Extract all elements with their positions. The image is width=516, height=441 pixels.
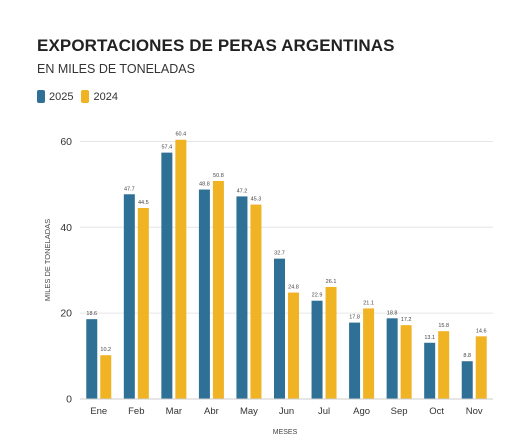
data-label-2024-abr: 50.8 <box>213 173 224 179</box>
data-label-2025-ago: 17.8 <box>349 315 360 321</box>
x-tick-label-feb: Feb <box>128 406 144 417</box>
bar-2025-oct <box>424 342 436 399</box>
legend-item-2024[interactable]: 2024 <box>81 90 118 103</box>
legend-swatch-2025 <box>37 90 45 103</box>
bar-2024-ago <box>363 308 375 399</box>
x-tick-label-ene: Ene <box>90 406 107 417</box>
data-label-2025-feb: 47.7 <box>124 186 135 192</box>
data-label-2024-ene: 10.2 <box>100 347 111 353</box>
data-label-2025-mar: 57.4 <box>162 145 173 151</box>
bar-2024-feb <box>137 207 149 399</box>
legend-label-2025: 2025 <box>49 90 74 103</box>
x-tick-label-mar: Mar <box>166 406 182 417</box>
data-label-2025-oct: 13.1 <box>424 335 435 341</box>
y-tick-label-0: 0 <box>66 394 72 406</box>
bar-2025-jul <box>311 300 323 399</box>
chart-subtitle: EN MILES DE TONELADAS <box>37 62 195 76</box>
bar-2024-ene <box>100 355 112 399</box>
data-label-2025-may: 47.2 <box>237 188 248 194</box>
data-label-2024-feb: 44.5 <box>138 200 149 206</box>
axes: 0 20 40 60 Ene Feb Mar Abr May Jun Jul Ago Sep Oct Nov <box>60 136 493 417</box>
grid-lines <box>80 140 493 314</box>
data-label-2024-jun: 24.8 <box>288 285 299 291</box>
data-label-2024-jul: 26.1 <box>326 279 337 285</box>
bar-2024-jul <box>325 286 337 399</box>
x-tick-label-jul: Jul <box>318 406 330 417</box>
data-label-2024-sep: 17.2 <box>401 317 412 323</box>
bar-2025-ago <box>349 322 361 399</box>
x-tick-label-jun: Jun <box>279 406 294 417</box>
data-label-2025-jul: 22.9 <box>312 293 323 299</box>
bar-2024-may <box>250 204 262 399</box>
x-tick-label-may: May <box>240 406 258 417</box>
bar-2025-jun <box>274 258 285 399</box>
x-tick-label-ago: Ago <box>353 406 370 417</box>
y-axis-label: MILES DE TONELADAS <box>43 219 52 301</box>
x-axis-label: MESES <box>273 429 298 436</box>
bar-2025-mar <box>161 152 173 399</box>
bar-2024-abr <box>212 180 224 399</box>
data-label-2025-sep: 18.8 <box>387 310 398 316</box>
bar-2024-oct <box>438 331 450 399</box>
data-label-2025-abr: 48.8 <box>199 182 210 188</box>
bar-2024-jun <box>288 292 299 399</box>
bar-2025-nov <box>461 361 473 399</box>
bar-2025-ene <box>86 319 98 399</box>
data-label-2025-ene: 18.6 <box>86 311 97 317</box>
data-label-2024-nov: 14.6 <box>476 328 487 334</box>
bars <box>86 139 487 399</box>
data-label-2024-ago: 21.1 <box>363 300 374 306</box>
x-tick-label-abr: Abr <box>204 406 219 417</box>
data-label-2024-may: 45.3 <box>251 197 262 203</box>
data-label-2024-oct: 15.8 <box>438 323 449 329</box>
data-label-2025-jun: 32.7 <box>274 251 285 257</box>
bar-2025-feb <box>123 194 135 399</box>
y-tick-label-40: 40 <box>60 222 72 234</box>
x-tick-label-nov: Nov <box>466 406 483 417</box>
bar-2024-mar <box>175 139 187 399</box>
data-labels: 18.6 10.2 47.7 44.5 57.4 60.4 48.850.8 47.245.3… <box>86 132 486 359</box>
y-tick-label-20: 20 <box>60 308 72 320</box>
bar-2024-sep <box>400 325 412 399</box>
data-label-2025-nov: 8.8 <box>463 353 471 359</box>
legend: 2025 2024 <box>37 90 126 103</box>
y-tick-label-60: 60 <box>60 136 72 148</box>
chart-title: EXPORTACIONES DE PERAS ARGENTINAS <box>37 36 395 55</box>
bar-2025-abr <box>198 189 210 399</box>
bar-2025-sep <box>386 318 398 399</box>
legend-swatch-2024 <box>81 90 90 103</box>
x-tick-label-oct: Oct <box>429 406 444 417</box>
bar-2025-may <box>236 196 248 399</box>
legend-label-2024: 2024 <box>93 90 118 103</box>
x-tick-label-sep: Sep <box>391 406 408 417</box>
legend-item-2025[interactable]: 2025 <box>37 90 73 103</box>
bar-2024-nov <box>475 336 487 399</box>
data-label-2024-mar: 60.4 <box>176 132 187 138</box>
